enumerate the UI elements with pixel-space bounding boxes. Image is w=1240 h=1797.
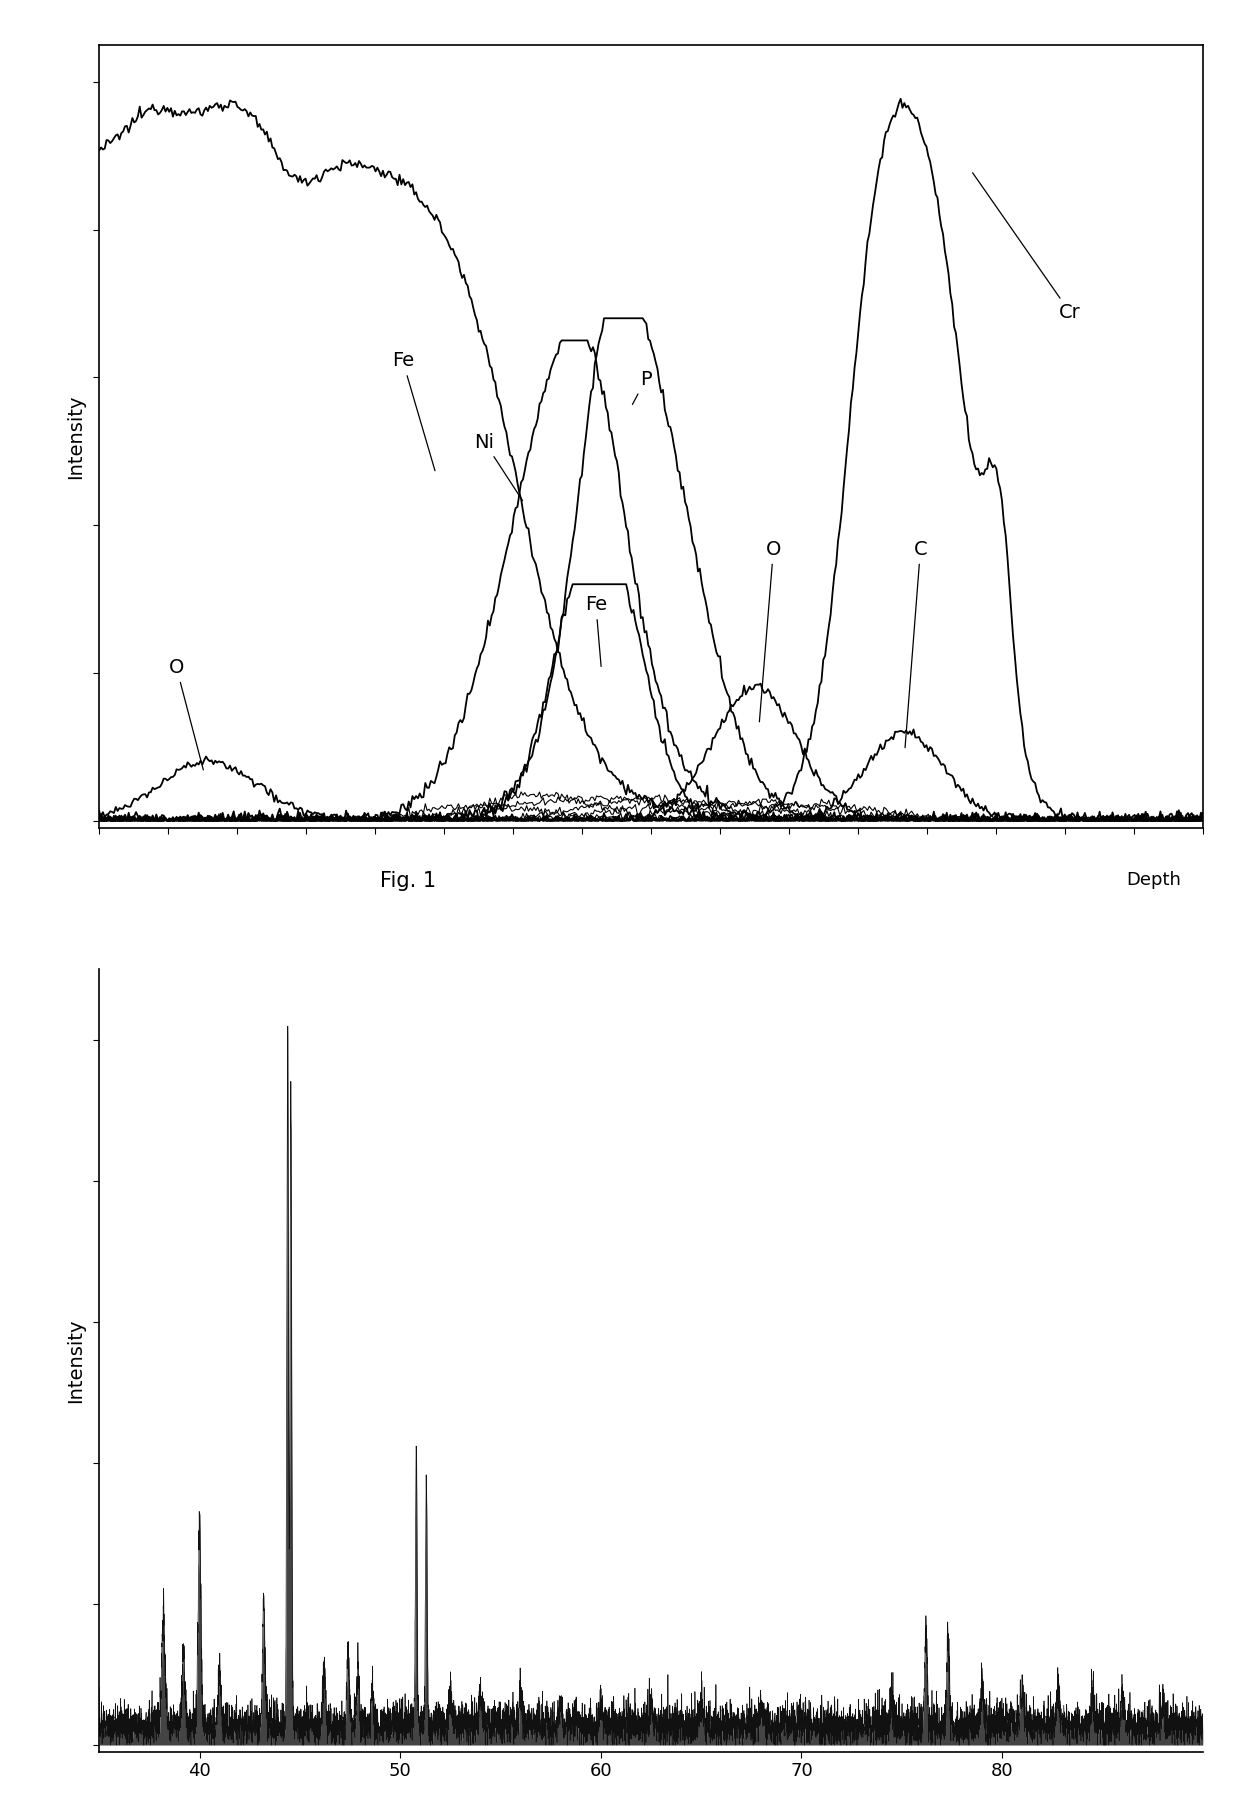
- Text: Depth: Depth: [1126, 872, 1180, 890]
- Text: O: O: [759, 539, 781, 722]
- Y-axis label: Intensity: Intensity: [66, 394, 86, 478]
- Text: Fig. 1: Fig. 1: [381, 872, 436, 891]
- Text: Fe: Fe: [585, 595, 606, 667]
- Text: Fe: Fe: [392, 350, 435, 471]
- Text: O: O: [169, 658, 203, 769]
- Text: Cr: Cr: [972, 173, 1081, 322]
- Y-axis label: Intensity: Intensity: [66, 1319, 86, 1403]
- Text: Ni: Ni: [475, 433, 522, 501]
- Text: P: P: [632, 370, 651, 404]
- Text: C: C: [905, 539, 928, 748]
